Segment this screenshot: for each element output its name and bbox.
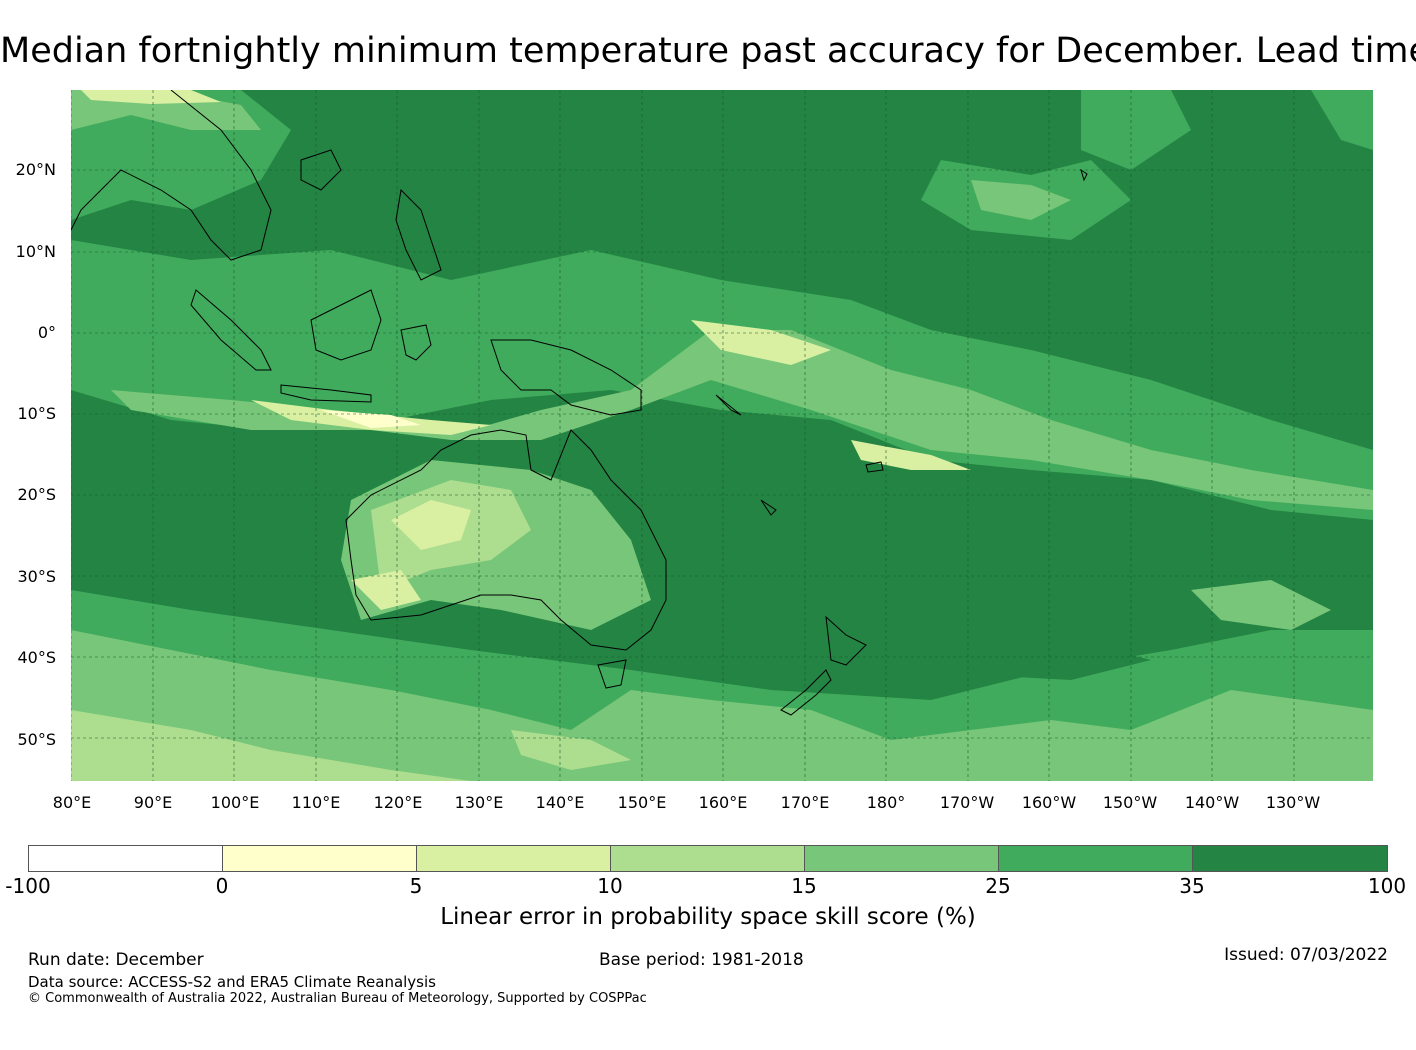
lon-label: 170°E: [780, 793, 830, 812]
copyright: © Commonwealth of Australia 2022, Austra…: [28, 991, 647, 1006]
colorbar-segment: [998, 845, 1193, 872]
colorbar-tick: 35: [1179, 874, 1205, 898]
map-canvas: [71, 90, 1373, 781]
graticule: [71, 90, 1373, 781]
skill-region-bands: [71, 90, 1373, 781]
lat-label-40s: 40°S: [17, 648, 56, 667]
lon-label: 140°E: [535, 793, 585, 812]
data-source: Data source: ACCESS-S2 and ERA5 Climate …: [28, 973, 436, 991]
coastlines: [71, 90, 1088, 716]
colorbar-tick: 10: [597, 874, 623, 898]
lon-label: 170°W: [939, 793, 995, 812]
lon-label: 150°W: [1102, 793, 1158, 812]
lat-label-20n: 20°N: [15, 160, 56, 179]
lon-label: 80°E: [52, 793, 92, 812]
lon-label: 120°E: [373, 793, 423, 812]
lon-label: 180°: [866, 793, 906, 812]
colorbar-segment: [222, 845, 417, 872]
base-period: Base period: 1981-2018: [599, 950, 804, 970]
colorbar-tick: 5: [409, 874, 423, 898]
lon-label: 150°E: [617, 793, 667, 812]
lon-label: 140°W: [1184, 793, 1240, 812]
colorbar-segment: [416, 845, 611, 872]
lat-label-0: 0°: [37, 323, 56, 342]
colorbar-tick: 25: [985, 874, 1011, 898]
colorbar-segment: [804, 845, 999, 872]
colorbar-tick: 15: [791, 874, 817, 898]
colorbar-segment: [28, 845, 223, 872]
lon-label: 160°W: [1021, 793, 1077, 812]
colorbar-tick: 100: [1367, 874, 1407, 898]
lon-label: 110°E: [291, 793, 341, 812]
lat-label-30s: 30°S: [17, 567, 56, 586]
colorbar-tick: -100: [5, 874, 51, 898]
run-date: Run date: December: [28, 950, 204, 970]
colorbar-segment: [610, 845, 805, 872]
map-title: Median fortnightly minimum temperature p…: [0, 31, 1416, 71]
lat-label-20s: 20°S: [17, 485, 56, 504]
lat-label-10n: 10°N: [15, 242, 56, 261]
lat-label-10s: 10°S: [17, 404, 56, 423]
lon-label: 90°E: [133, 793, 173, 812]
issued-date: Issued: 07/03/2022: [1224, 945, 1388, 965]
lon-label: 160°E: [698, 793, 748, 812]
colorbar-segment: [1192, 845, 1388, 872]
colorbar-tick: 0: [215, 874, 229, 898]
lon-label: 130°W: [1265, 793, 1321, 812]
lat-label-50s: 50°S: [17, 730, 56, 749]
colorbar: [28, 845, 1388, 872]
colorbar-label: Linear error in probability space skill …: [440, 904, 976, 930]
lon-label: 130°E: [454, 793, 504, 812]
lon-label: 100°E: [210, 793, 260, 812]
skill-score-map: [71, 90, 1373, 781]
